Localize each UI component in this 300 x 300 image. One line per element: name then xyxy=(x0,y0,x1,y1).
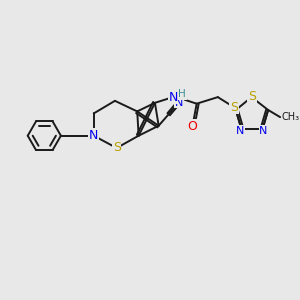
Text: N: N xyxy=(260,126,268,136)
Text: S: S xyxy=(230,100,238,114)
Text: S: S xyxy=(112,142,121,154)
Text: N: N xyxy=(236,126,244,136)
Text: O: O xyxy=(188,120,197,133)
Text: CH₃: CH₃ xyxy=(282,112,300,122)
Text: N: N xyxy=(168,91,178,103)
Text: H: H xyxy=(178,89,186,99)
Text: S: S xyxy=(248,90,256,103)
Text: N: N xyxy=(89,129,98,142)
Text: N: N xyxy=(175,98,183,108)
